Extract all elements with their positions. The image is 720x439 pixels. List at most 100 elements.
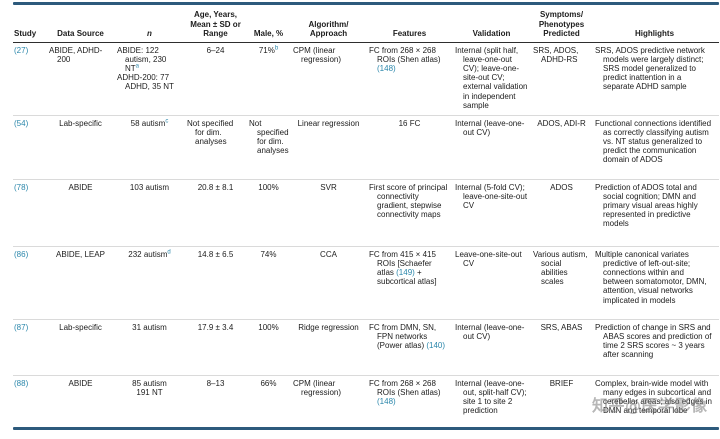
cell-text-block: (86) xyxy=(14,250,28,259)
cell-text-block: SRS, ABAS xyxy=(540,322,583,332)
cell-study: (87) xyxy=(13,319,49,376)
column-header-study: Study xyxy=(13,5,49,43)
cell-validation: Internal (5-fold CV); leave-one-site-out… xyxy=(455,179,533,247)
cell-male: 71%b xyxy=(249,42,293,116)
cell-validation: Leave-one-site-out CV xyxy=(455,246,533,320)
table-body: (27) ABIDE, ADHD-200 ABIDE: 122 autism, 23… xyxy=(13,42,719,427)
cell-text-block: Lab-specific xyxy=(59,322,102,332)
cell-text-block: 8–13 xyxy=(206,378,225,388)
cell-text-block: SRS, ADOS, ADHD-RS xyxy=(533,45,579,64)
cell-text-block: Internal (leave-one-out CV) xyxy=(455,118,525,137)
cell-n: ABIDE: 122 autism, 230 NTa ADHD-200: 77 A… xyxy=(117,42,187,116)
cell-text-block: ABIDE, LEAP xyxy=(56,249,105,259)
cell-highlights: Complex, brain-wide model with many edge… xyxy=(595,375,719,427)
cell-text-block: Functional connections identified as cor… xyxy=(595,118,712,165)
footnote-marker-link[interactable]: d xyxy=(167,248,171,255)
citation-link[interactable]: (149) xyxy=(396,267,415,277)
cell-validation: Internal (leave-one-out CV) xyxy=(455,115,533,180)
citation-link[interactable]: (148) xyxy=(377,63,396,73)
cell-study: (78) xyxy=(13,179,49,247)
cell-features: FC from 268 × 268 ROIs (Shen atlas) (148… xyxy=(369,42,455,116)
cell-symptoms: ADOS, ADI-R xyxy=(533,115,595,180)
cell-features: First score of principal connectivity gr… xyxy=(369,179,455,247)
cell-text-block: BRIEF xyxy=(549,378,574,388)
cell-age: 8–13 xyxy=(187,375,249,427)
cell-text-block: ABIDE, ADHD-200 xyxy=(49,45,103,64)
cell-male: 74% xyxy=(249,246,293,320)
cell-data-source: ABIDE xyxy=(49,375,117,427)
cell-text-block: SVR xyxy=(320,182,337,192)
citation-link[interactable]: (88) xyxy=(14,378,29,388)
cell-highlights: Functional connections identified as cor… xyxy=(595,115,719,180)
citation-link[interactable]: (86) xyxy=(14,249,29,259)
cell-text-block: 66% xyxy=(260,378,277,388)
table-header: Study Data Source n Age, Years, Mean ± SD o… xyxy=(13,5,719,43)
cell-text-block: FC from 268 × 268 ROIs (Shen atlas) (148… xyxy=(369,378,441,406)
cell-n: 103 autism xyxy=(117,179,187,247)
cell-text-block: FC from DMN, SN, FPN networks (Power atl… xyxy=(369,322,446,350)
footnote-marker-link[interactable]: c xyxy=(165,117,169,124)
cell-male: Not specified for dim. analyses xyxy=(249,115,293,180)
cell-age: 20.8 ± 8.1 xyxy=(187,179,249,247)
cell-symptoms: Various autism, social abilities scales xyxy=(533,246,595,320)
cell-text-block: CCA xyxy=(320,249,337,259)
cell-validation: Internal (leave-one-out CV) xyxy=(455,319,533,376)
paper-table-region: Study Data Source n Age, Years, Mean ± SD o… xyxy=(13,2,719,430)
cell-features: 16 FC xyxy=(369,115,455,180)
footnote-marker-link[interactable]: a xyxy=(135,63,140,70)
cell-text-block: ADHD-200: 77 ADHD, 35 NT xyxy=(117,73,174,92)
cell-algorithm: CPM (linear regression) xyxy=(293,375,369,427)
header-row: Study Data Source n Age, Years, Mean ± SD o… xyxy=(13,5,719,43)
footnote-marker-link[interactable]: b xyxy=(274,44,279,51)
cell-study: (88) xyxy=(13,375,49,427)
cell-text-block: ADOS, ADI-R xyxy=(537,118,586,128)
cell-text-block: 20.8 ± 8.1 xyxy=(197,182,234,192)
column-header-features: Features xyxy=(369,5,455,43)
column-header-validation: Validation xyxy=(455,5,533,43)
citation-link[interactable]: (140) xyxy=(426,340,446,350)
cell-text-block: 71%b xyxy=(258,44,279,55)
cell-symptoms: ADOS xyxy=(533,179,595,247)
table-row: (88) ABIDE 85 autism 191 NT 8–13 66% CPM (line… xyxy=(13,375,719,427)
cell-text-block: First score of principal connectivity gr… xyxy=(369,182,448,220)
cell-data-source: ABIDE, ADHD-200 xyxy=(49,42,117,116)
cell-age: 6–24 xyxy=(187,42,249,116)
cell-highlights: Prediction of ADOS total and social cogn… xyxy=(595,179,719,247)
cell-text-block: Complex, brain-wide model with many edge… xyxy=(595,378,712,416)
cell-text-block: FC from 415 × 415 ROIs [Schaefer atlas (… xyxy=(369,249,437,287)
cell-text-block: SRS, ADOS predictive network models were… xyxy=(595,45,705,92)
citation-link[interactable]: (78) xyxy=(14,182,29,192)
table-row: (54) Lab-specific 58 autismc Not specified … xyxy=(13,115,719,180)
cell-features: FC from DMN, SN, FPN networks (Power atl… xyxy=(369,319,455,376)
cell-text-block: Not specified for dim. analyses xyxy=(249,118,289,156)
column-header-male: Male, % xyxy=(249,5,293,43)
cell-algorithm: SVR xyxy=(293,179,369,247)
citation-link[interactable]: (148) xyxy=(377,396,396,406)
cell-text-block: 14.8 ± 6.5 xyxy=(197,249,234,259)
citation-link[interactable]: (87) xyxy=(14,322,29,332)
cell-text-block: CPM (linear regression) xyxy=(293,45,342,64)
citation-link[interactable]: (54) xyxy=(14,118,29,128)
table-row: (27) ABIDE, ADHD-200 ABIDE: 122 autism, 23… xyxy=(13,42,719,116)
cell-text-block: 58 autismc xyxy=(130,117,169,128)
cell-text-block: (87) xyxy=(14,323,28,332)
cell-text-block: ADOS xyxy=(550,182,573,192)
cell-text-block: Internal (5-fold CV); leave-one-site-out… xyxy=(455,182,528,210)
cell-highlights: Multiple canonical variates predictive o… xyxy=(595,246,719,320)
cell-text-block: 100% xyxy=(258,182,279,192)
cell-study: (54) xyxy=(13,115,49,180)
cell-symptoms: SRS, ABAS xyxy=(533,319,595,376)
cell-validation: Internal (split half, leave-one-out CV);… xyxy=(455,42,533,116)
column-header-data-source: Data Source xyxy=(49,5,117,43)
cell-n: 232 autismd xyxy=(117,246,187,320)
cell-text-block: 74% xyxy=(260,249,277,259)
cell-text-block: 6–24 xyxy=(206,45,225,55)
cell-text-block: Ridge regression xyxy=(298,322,359,332)
cell-text-block: Prediction of change in SRS and ABAS sco… xyxy=(595,322,712,360)
cell-features: FC from 268 × 268 ROIs (Shen atlas) (148… xyxy=(369,375,455,427)
citation-link[interactable]: (27) xyxy=(14,45,29,55)
cell-symptoms: SRS, ADOS, ADHD-RS xyxy=(533,42,595,116)
cell-text-block: 103 autism xyxy=(129,182,170,192)
cell-data-source: ABIDE, LEAP xyxy=(49,246,117,320)
column-header-algorithm: Algorithm/ Approach xyxy=(293,5,369,43)
